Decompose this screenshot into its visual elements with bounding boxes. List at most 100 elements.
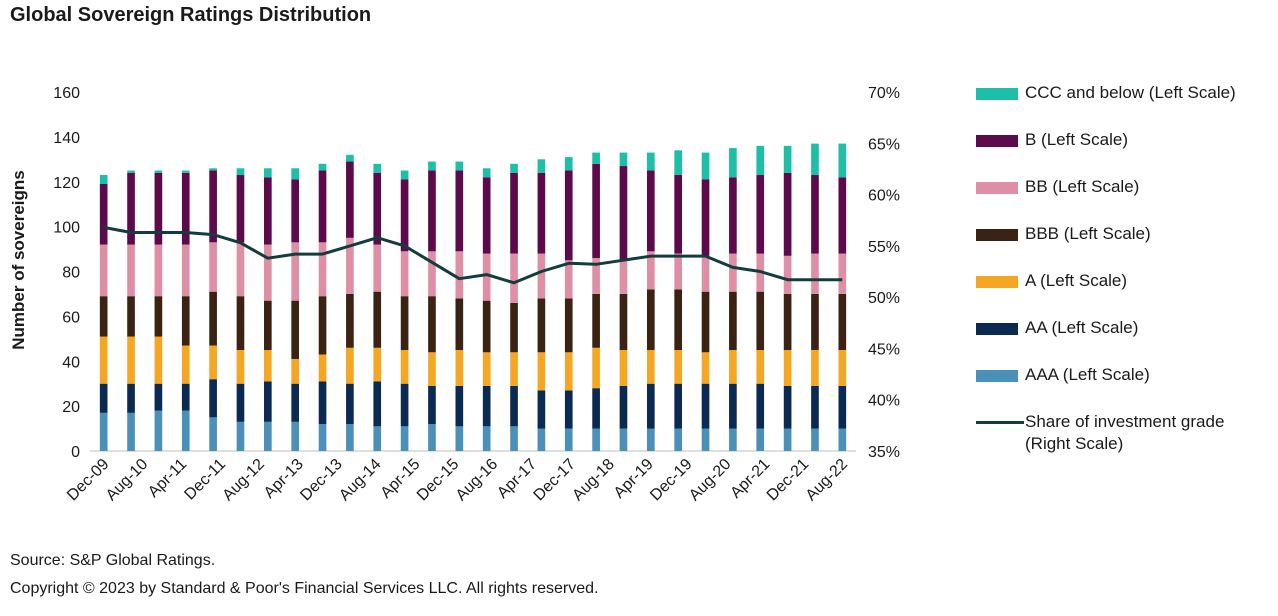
bar-segment <box>318 354 327 382</box>
y-tick-label: 140 <box>53 130 80 147</box>
bar-segment <box>209 242 217 292</box>
bar-segment <box>291 242 300 301</box>
bar-segment <box>181 172 190 245</box>
bar-segment <box>811 175 819 254</box>
bar-segment <box>291 179 300 243</box>
bar-segment <box>674 428 683 451</box>
bar-segment <box>346 237 354 294</box>
x-tick-label: Aug-18 <box>569 456 618 505</box>
bar-segment <box>400 296 409 351</box>
bar-segment <box>99 383 108 413</box>
bar-segment <box>783 350 792 386</box>
bar-segment <box>564 390 573 429</box>
legend-swatch <box>976 88 1018 100</box>
x-tick-label: Dec-09 <box>64 456 113 505</box>
bar-segment <box>729 350 737 384</box>
bar-segment <box>99 412 108 451</box>
x-tick-label: Aug-16 <box>453 456 502 505</box>
source-note: Source: S&P Global Ratings. <box>10 552 216 569</box>
bar-segment <box>592 428 600 451</box>
legend-label: Share of investment grade (Right Scale) <box>1025 412 1225 453</box>
bar-segment <box>811 350 819 386</box>
bar-segment <box>263 177 272 245</box>
bar-segment <box>482 253 491 301</box>
bar-segment <box>646 428 655 451</box>
bar-segment <box>482 385 491 427</box>
bar-segment <box>263 421 272 451</box>
bar-segment <box>181 345 190 384</box>
bar-segment <box>400 170 409 180</box>
bar-segment <box>482 168 491 178</box>
bar-segment <box>400 179 409 252</box>
bar-segment <box>564 157 573 171</box>
bar-segment <box>236 242 245 297</box>
bar-segment <box>646 289 655 351</box>
bar-segment <box>154 410 163 451</box>
bar-segment <box>428 385 436 425</box>
bar-segment <box>209 379 217 418</box>
bar-segment <box>701 255 710 292</box>
bar-segment <box>346 154 354 162</box>
bar-segment <box>99 336 108 384</box>
legend-swatch <box>976 276 1018 288</box>
bar-segment <box>154 244 163 297</box>
y2-tick-label: 55% <box>868 239 900 256</box>
bar-segment <box>592 152 600 164</box>
bar-segment <box>537 172 546 254</box>
legend-swatch <box>976 370 1018 382</box>
bar-segment <box>592 163 600 259</box>
bar-segment <box>783 172 792 256</box>
x-axis: Dec-09Aug-10Apr-11Dec-11Aug-12Apr-13Dec-… <box>64 450 856 505</box>
bar-segment <box>838 385 847 429</box>
bar-segment <box>838 293 847 351</box>
bar-segment <box>592 258 600 294</box>
bar-segment <box>428 170 436 252</box>
legend-label: CCC and below (Left Scale) <box>1025 83 1236 102</box>
bar-segment <box>838 350 847 386</box>
bar-segment <box>373 244 382 292</box>
x-tick-label: Dec-19 <box>647 456 696 505</box>
bar-segment <box>564 352 573 391</box>
bar-segment <box>346 293 354 348</box>
bar-segment <box>318 296 327 355</box>
bar-segment <box>291 300 300 360</box>
bar-segment <box>564 170 573 261</box>
bar-segment <box>373 347 382 382</box>
bar-segment <box>564 428 573 451</box>
bar-segment <box>756 383 765 429</box>
bar-segment <box>428 161 436 171</box>
bar-segment <box>592 347 600 389</box>
bar-segment <box>428 352 436 386</box>
bar-segment <box>674 383 683 429</box>
bar-segment <box>756 350 765 384</box>
y-tick-label: 80 <box>62 265 80 282</box>
x-tick-label: Aug-14 <box>336 456 385 505</box>
legend-swatch <box>976 135 1018 147</box>
bar-segment <box>674 175 683 254</box>
bar-segment <box>154 172 163 245</box>
bar-segment <box>346 347 354 384</box>
x-tick-label: Aug-10 <box>103 456 152 505</box>
bar-segment <box>236 296 245 351</box>
bar-segment <box>181 244 190 297</box>
legend-label: A (Left Scale) <box>1025 271 1128 290</box>
bar-segment <box>701 383 710 429</box>
bar-segment <box>701 428 710 451</box>
bar-segment <box>127 412 135 451</box>
bar-segment <box>537 390 546 429</box>
bar-segment <box>318 424 327 451</box>
bar-segment <box>564 260 573 299</box>
y-tick-label: 120 <box>53 175 80 192</box>
bar-segment <box>373 381 382 427</box>
bar-segment <box>537 253 546 299</box>
bar-segment <box>701 152 710 180</box>
bar-segment <box>510 352 518 386</box>
y-tick-label: 100 <box>53 220 80 237</box>
y2-tick-label: 65% <box>868 136 900 153</box>
bar-segment <box>674 253 683 290</box>
y2-tick-label: 40% <box>868 393 900 410</box>
bar-segment <box>428 424 436 451</box>
bar-segment <box>127 296 135 337</box>
copyright-note: Copyright © 2023 by Standard & Poor's Fi… <box>10 580 599 597</box>
bar-segment <box>154 383 163 411</box>
